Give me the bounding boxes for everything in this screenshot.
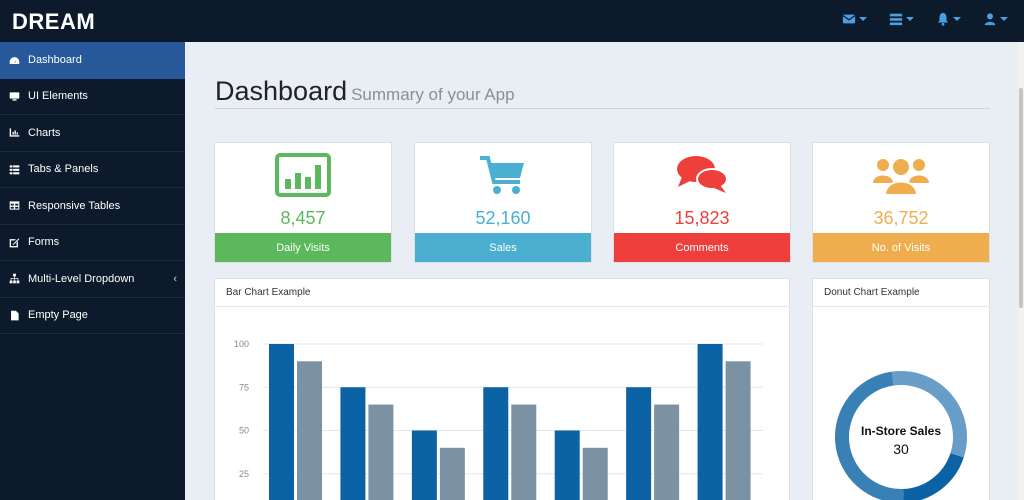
stat-value: 8,457 bbox=[280, 208, 326, 228]
envelope-icon bbox=[842, 14, 856, 24]
stat-label: No. of Visits bbox=[813, 233, 989, 262]
bar bbox=[582, 447, 608, 500]
bar bbox=[411, 430, 437, 500]
table-icon bbox=[8, 200, 20, 212]
tabs-icon bbox=[8, 163, 20, 175]
bar bbox=[483, 387, 509, 500]
sidebar-item-charts[interactable]: Charts bbox=[0, 115, 185, 152]
bar bbox=[554, 430, 580, 500]
edit-icon bbox=[8, 236, 20, 248]
tasks-icon bbox=[889, 13, 903, 26]
sidebar-item-multi-level-dropdown[interactable]: Multi-Level Dropdown ‹ bbox=[0, 261, 185, 298]
sidebar-item-label: Charts bbox=[28, 126, 61, 139]
shopping-cart-icon bbox=[415, 153, 591, 201]
bell-icon bbox=[937, 12, 949, 26]
donut-slice bbox=[835, 371, 904, 500]
sidebar-item-tabs-panels[interactable]: Tabs & Panels bbox=[0, 152, 185, 188]
donut-slice bbox=[891, 371, 967, 458]
file-icon bbox=[8, 309, 20, 321]
sidebar-item-label: Empty Page bbox=[28, 309, 88, 322]
tasks-dropdown[interactable] bbox=[889, 12, 914, 26]
stat-card-visits[interactable]: 36,752 No. of Visits bbox=[812, 142, 990, 263]
alerts-dropdown[interactable] bbox=[936, 12, 961, 26]
stat-label: Daily Visits bbox=[215, 233, 391, 262]
sidebar-item-label: Multi-Level Dropdown bbox=[28, 272, 135, 285]
panel-title: Bar Chart Example bbox=[215, 279, 789, 307]
bar-chart: 100 75 50 25 bbox=[234, 339, 763, 500]
sidebar-item-label: Responsive Tables bbox=[28, 199, 121, 212]
top-icon-group bbox=[842, 12, 1008, 26]
donut-chart-panel: Donut Chart Example In-Store Sales 30 bbox=[812, 278, 990, 500]
bar bbox=[626, 387, 652, 500]
bar bbox=[340, 387, 366, 500]
bar bbox=[697, 344, 723, 500]
main-content: Dashboard Summary of your App 8,457 Daily… bbox=[185, 42, 1018, 500]
bar bbox=[368, 404, 394, 500]
bar bbox=[297, 361, 322, 500]
bar bbox=[725, 361, 751, 500]
bar-chart-icon bbox=[215, 153, 391, 201]
stat-card-comments[interactable]: 15,823 Comments bbox=[613, 142, 791, 263]
bar bbox=[511, 404, 537, 500]
donut-chart: In-Store Sales 30 bbox=[835, 371, 967, 500]
divider bbox=[215, 108, 990, 109]
donut-center-label: In-Store Sales bbox=[861, 424, 941, 438]
stat-label: Sales bbox=[415, 233, 591, 262]
page-scrollbar[interactable] bbox=[1018, 42, 1024, 500]
sidebar-item-ui-elements[interactable]: UI Elements bbox=[0, 79, 185, 115]
page-header: Dashboard Summary of your App bbox=[215, 76, 515, 107]
chart-icon bbox=[8, 127, 20, 139]
page-title: Dashboard bbox=[215, 76, 348, 106]
y-tick-label: 100 bbox=[234, 339, 249, 349]
y-tick-label: 75 bbox=[239, 382, 249, 392]
sitemap-icon bbox=[8, 273, 20, 285]
dashboard-icon bbox=[8, 54, 20, 66]
chevron-down-icon bbox=[1000, 17, 1008, 21]
stat-card-sales[interactable]: 52,160 Sales bbox=[414, 142, 592, 263]
y-tick-label: 50 bbox=[239, 426, 249, 436]
donut-center-value: 30 bbox=[893, 441, 909, 457]
sidebar-item-empty-page[interactable]: Empty Page bbox=[0, 298, 185, 334]
chevron-down-icon bbox=[953, 17, 961, 21]
stat-value: 15,823 bbox=[674, 208, 730, 228]
stat-value: 36,752 bbox=[873, 208, 929, 228]
sidebar-item-label: Dashboard bbox=[28, 54, 82, 67]
chevron-down-icon bbox=[859, 17, 867, 21]
chevron-down-icon bbox=[906, 17, 914, 21]
page-subtitle: Summary of your App bbox=[351, 85, 515, 104]
bar bbox=[654, 404, 680, 500]
top-navbar: DREAM bbox=[0, 0, 1024, 42]
stat-label: Comments bbox=[614, 233, 790, 262]
sidebar-item-responsive-tables[interactable]: Responsive Tables bbox=[0, 188, 185, 225]
brand-logo[interactable]: DREAM bbox=[12, 9, 96, 34]
sidebar-item-dashboard[interactable]: Dashboard bbox=[0, 42, 185, 79]
chevron-left-icon[interactable]: ‹ bbox=[173, 273, 177, 285]
user-dropdown[interactable] bbox=[983, 12, 1008, 26]
user-icon bbox=[984, 13, 996, 26]
bar bbox=[439, 447, 465, 500]
sidebar: Dashboard UI Elements Charts Tabs & Pane… bbox=[0, 42, 185, 500]
sidebar-item-label: Forms bbox=[28, 236, 60, 249]
panel-title: Donut Chart Example bbox=[813, 279, 989, 307]
users-icon bbox=[813, 153, 989, 201]
donut-slice bbox=[902, 452, 964, 500]
stat-value: 52,160 bbox=[475, 208, 531, 228]
sidebar-item-forms[interactable]: Forms bbox=[0, 225, 185, 261]
bar bbox=[269, 344, 294, 500]
desktop-icon bbox=[8, 90, 20, 102]
comments-icon bbox=[614, 153, 790, 201]
stat-card-daily-visits[interactable]: 8,457 Daily Visits bbox=[214, 142, 392, 263]
y-tick-label: 25 bbox=[239, 469, 249, 479]
messages-dropdown[interactable] bbox=[842, 12, 867, 26]
bar-chart-panel: Bar Chart Example 100 75 50 25 bbox=[214, 278, 790, 500]
sidebar-item-label: Tabs & Panels bbox=[28, 163, 99, 176]
sidebar-item-label: UI Elements bbox=[28, 90, 88, 103]
scroll-thumb[interactable] bbox=[1019, 88, 1023, 308]
